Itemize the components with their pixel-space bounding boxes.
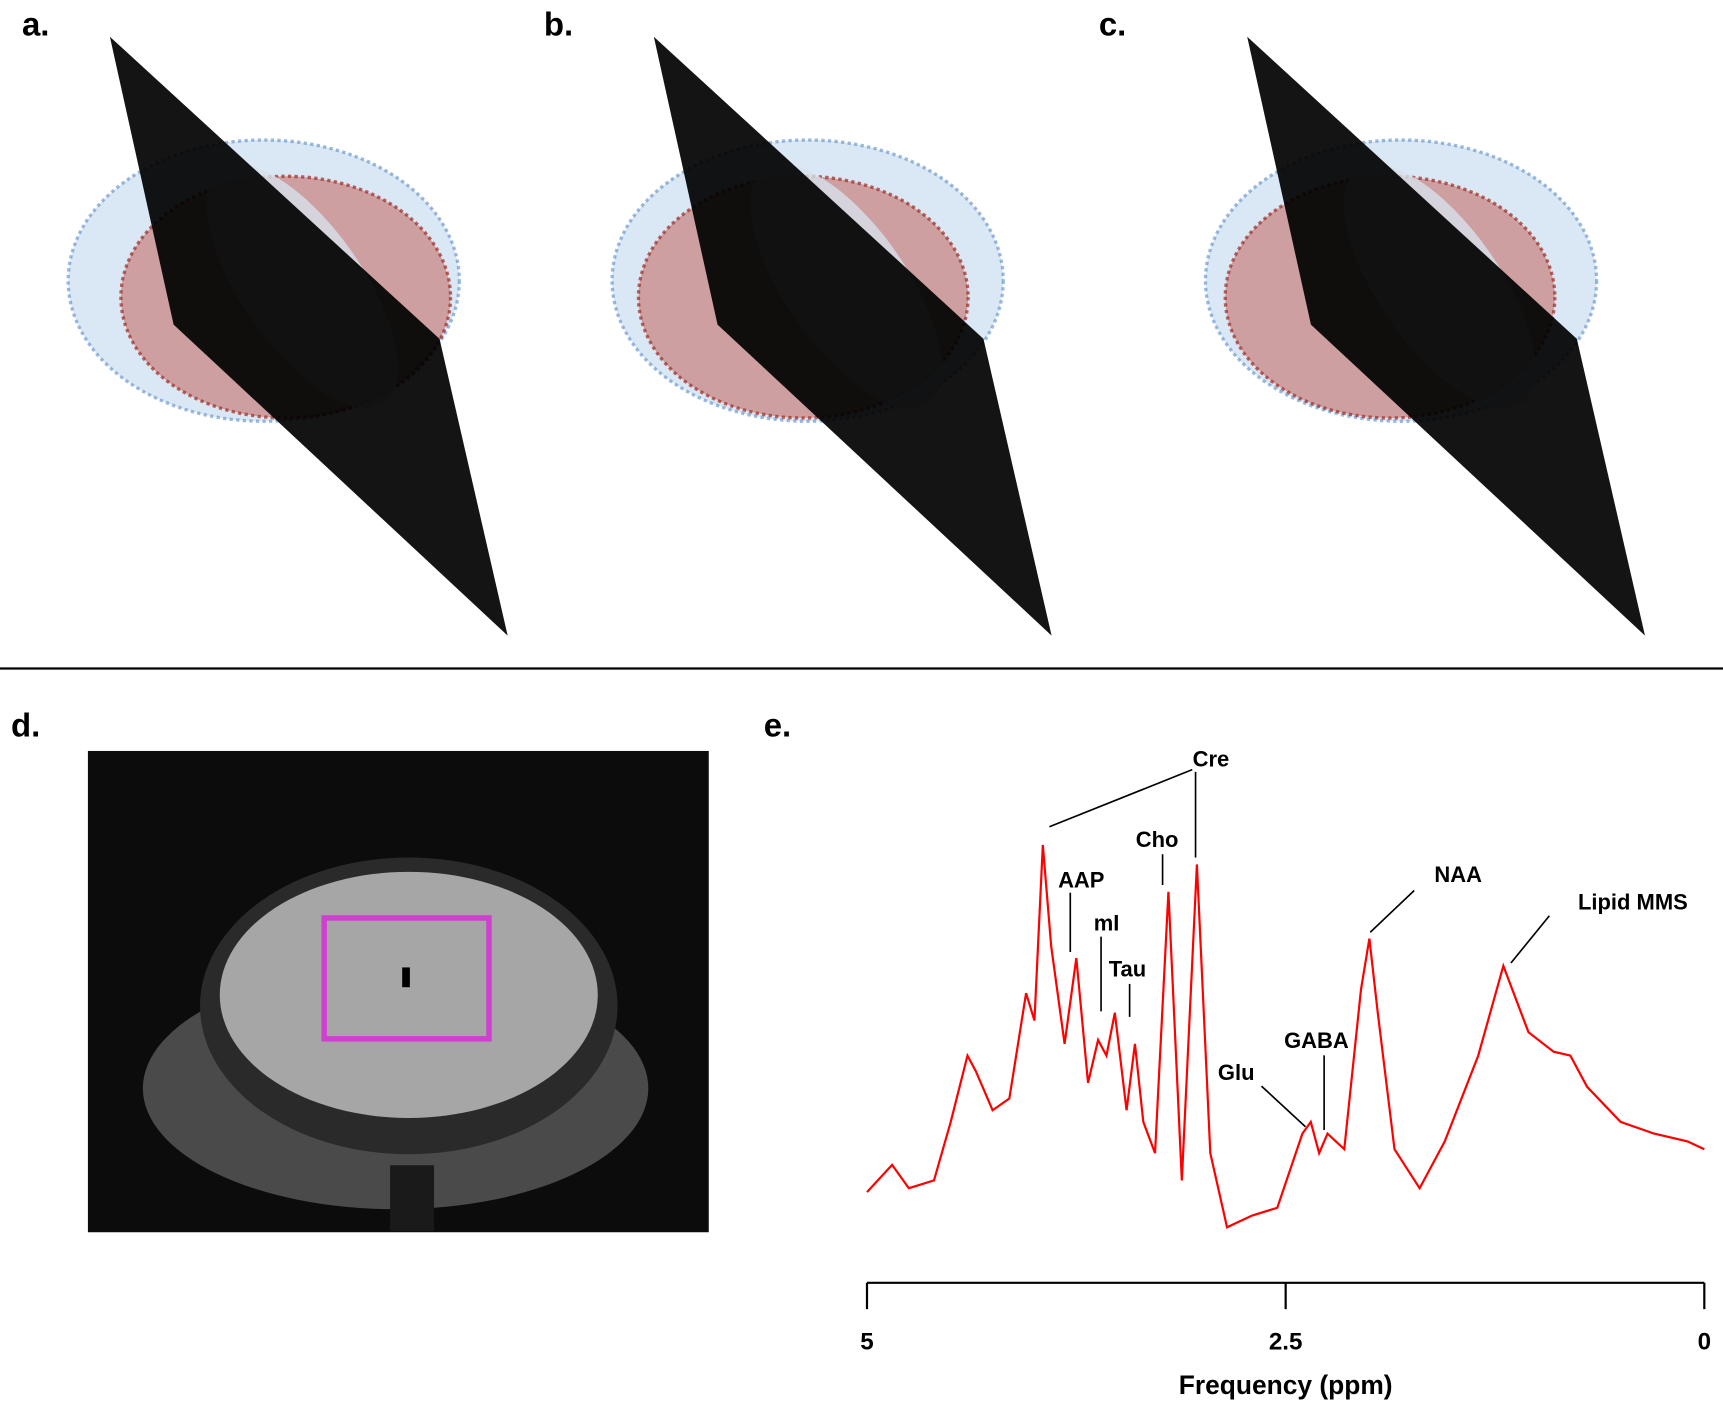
mri-dark-region <box>390 1165 434 1231</box>
panel-label: b. <box>544 6 573 43</box>
panel-label: d. <box>11 707 40 744</box>
x-axis-label: Frequency (ppm) <box>1179 1370 1393 1400</box>
mri-brain <box>220 872 598 1118</box>
annotation: Lipid MMS <box>1578 889 1688 914</box>
x-tick-label: 2.5 <box>1269 1329 1303 1356</box>
panel-label: e. <box>764 707 791 744</box>
annotation: GABA <box>1284 1028 1349 1053</box>
annotation: Cre <box>1193 747 1230 772</box>
x-tick-label: 0 <box>1698 1329 1711 1356</box>
figure: 5 2.5 0 Frequency (ppm) Cre Cho AAP mI Tau Glu GAB… <box>0 0 1723 1403</box>
panel-label: a. <box>22 6 49 43</box>
mri-ventricle <box>402 967 410 987</box>
mri-panel <box>88 751 709 1232</box>
annotation: Cho <box>1136 827 1179 852</box>
annotation: mI <box>1094 910 1120 935</box>
x-tick-label: 5 <box>860 1329 873 1356</box>
annotation: AAP <box>1058 868 1104 893</box>
annotation: Glu <box>1218 1060 1255 1085</box>
annotation: Tau <box>1109 957 1146 982</box>
panel-label: c. <box>1099 6 1126 43</box>
annotation: NAA <box>1434 862 1482 887</box>
